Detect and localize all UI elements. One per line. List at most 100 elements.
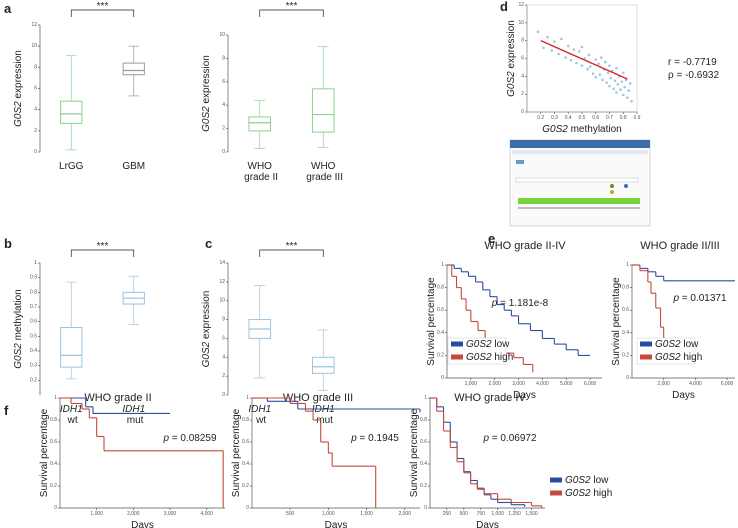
x-tick-label: 750 bbox=[477, 511, 486, 517]
y-axis-label: G0S2 expression bbox=[201, 55, 212, 132]
y-tick-label: 0.8 bbox=[50, 417, 57, 423]
cbioportal-inset bbox=[509, 139, 651, 227]
y-tick-label: 0 bbox=[222, 149, 225, 155]
y-tick-label: 1 bbox=[626, 262, 629, 268]
legend-swatch bbox=[550, 490, 562, 496]
y-tick-label: 2 bbox=[521, 91, 524, 97]
x-tick-label: 1,500 bbox=[360, 511, 373, 517]
y-axis-label: Survival percentage bbox=[231, 408, 242, 497]
category-label: WHO grade II bbox=[241, 161, 278, 183]
y-tick-label: 4 bbox=[34, 107, 37, 113]
significance-bracket bbox=[70, 9, 135, 17]
point bbox=[597, 62, 600, 66]
panel-letter: a bbox=[4, 1, 12, 16]
x-tick-label: 2,000 bbox=[657, 381, 670, 387]
y-tick-label: 8 bbox=[34, 65, 37, 71]
x-tick-label: 4,000 bbox=[200, 511, 213, 517]
box bbox=[122, 62, 145, 76]
y-tick-label: 0.5 bbox=[30, 334, 37, 340]
y-tick-label: 0.8 bbox=[622, 285, 629, 291]
y-tick-label: 0 bbox=[246, 505, 249, 511]
x-axis-label: Days bbox=[131, 520, 154, 528]
y-tick-label: 0.4 bbox=[437, 330, 444, 336]
x-tick-label: 1,000 bbox=[322, 511, 335, 517]
point bbox=[606, 71, 610, 75]
point bbox=[580, 45, 584, 49]
legend-label: G0S2 high bbox=[565, 488, 612, 499]
y-tick-label: 6 bbox=[222, 79, 225, 85]
y-tick-label: 1 bbox=[441, 262, 444, 268]
x-tick-label: 0.4 bbox=[565, 115, 572, 121]
y-tick-label: 14 bbox=[219, 260, 225, 266]
y-tick-label: 0 bbox=[441, 375, 444, 381]
point bbox=[572, 48, 576, 51]
y-tick-label: 0.4 bbox=[50, 461, 57, 467]
x-tick-label: 0.5 bbox=[579, 115, 586, 121]
chart-title: WHO grade II-IV bbox=[484, 240, 566, 252]
panel-letter: f bbox=[4, 403, 9, 418]
y-axis-label: G0S2 expression bbox=[201, 291, 212, 368]
point bbox=[564, 56, 567, 59]
x-tick-label: 6,000 bbox=[721, 381, 734, 387]
significance: *** bbox=[97, 1, 109, 12]
p-value: p = 0.06972 bbox=[482, 433, 537, 444]
legend-label: G0S2 low bbox=[655, 339, 699, 350]
panel-letter: b bbox=[4, 236, 12, 251]
point bbox=[557, 52, 560, 56]
point bbox=[586, 67, 589, 71]
point bbox=[621, 93, 625, 97]
category-label: GBM bbox=[122, 161, 145, 172]
point bbox=[627, 89, 631, 92]
chart-title: WHO grade II bbox=[84, 392, 151, 404]
point bbox=[536, 30, 540, 34]
y-tick-label: 6 bbox=[521, 56, 524, 62]
point bbox=[615, 91, 618, 94]
category-label: IDH1 wt bbox=[248, 404, 271, 426]
y-tick-label: 0.2 bbox=[420, 483, 427, 489]
y-axis-label: G0S2 methylation bbox=[13, 289, 24, 369]
x-tick-label: 2,000 bbox=[127, 511, 140, 517]
y-tick-label: 0.2 bbox=[50, 483, 57, 489]
point bbox=[626, 96, 629, 100]
chart-title: WHO grade IV bbox=[454, 392, 526, 404]
stat-annotation: r = -0.7719 bbox=[668, 57, 717, 68]
panel-letter: c bbox=[205, 236, 212, 251]
significance-bracket bbox=[259, 249, 324, 257]
y-tick-label: 0.9 bbox=[30, 275, 37, 281]
point bbox=[566, 44, 570, 48]
point bbox=[587, 53, 591, 57]
y-tick-label: 10 bbox=[219, 32, 225, 38]
p-value: p = 0.08259 bbox=[162, 433, 217, 444]
y-tick-label: 1 bbox=[54, 395, 57, 401]
significance-bracket bbox=[70, 249, 135, 257]
y-tick-label: 0 bbox=[34, 149, 37, 155]
y-tick-label: 6 bbox=[34, 86, 37, 92]
y-tick-label: 6 bbox=[222, 336, 225, 342]
panel-letter: e bbox=[488, 231, 495, 246]
y-tick-label: 0.4 bbox=[420, 461, 427, 467]
y-tick-label: 0.2 bbox=[242, 483, 249, 489]
x-tick-label: 0.8 bbox=[620, 115, 627, 121]
y-tick-label: 0.6 bbox=[242, 439, 249, 445]
box bbox=[60, 327, 83, 368]
x-tick-label: 0.7 bbox=[606, 115, 613, 121]
point bbox=[623, 85, 626, 89]
stat-annotation: ρ = -0.6932 bbox=[668, 70, 719, 81]
y-tick-label: 2 bbox=[222, 373, 225, 379]
box bbox=[60, 100, 83, 124]
box bbox=[248, 116, 272, 132]
p-value: p = 0.01371 bbox=[672, 293, 727, 304]
y-tick-label: 0.2 bbox=[622, 353, 629, 359]
y-tick-label: 8 bbox=[521, 38, 524, 44]
point bbox=[621, 71, 625, 75]
chart-title: WHO grade II/III bbox=[640, 240, 720, 252]
y-tick-label: 1 bbox=[246, 395, 249, 401]
x-tick-label: 6,000 bbox=[584, 381, 597, 387]
plot-frame bbox=[526, 4, 638, 113]
x-tick-label: 0.9 bbox=[634, 115, 641, 121]
x-tick-label: 0.3 bbox=[551, 115, 558, 121]
y-tick-label: 0.4 bbox=[242, 461, 249, 467]
y-tick-label: 0.4 bbox=[30, 348, 37, 354]
y-tick-label: 8 bbox=[222, 56, 225, 62]
chart-title: WHO grade III bbox=[283, 392, 353, 404]
